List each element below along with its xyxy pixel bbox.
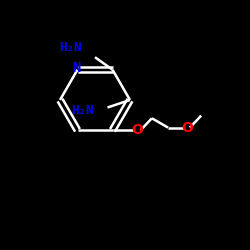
Text: H₂N: H₂N [71, 104, 94, 117]
Text: H₂N: H₂N [59, 41, 81, 54]
Text: O: O [132, 123, 143, 137]
Text: O: O [181, 121, 193, 135]
Text: N: N [72, 62, 80, 76]
